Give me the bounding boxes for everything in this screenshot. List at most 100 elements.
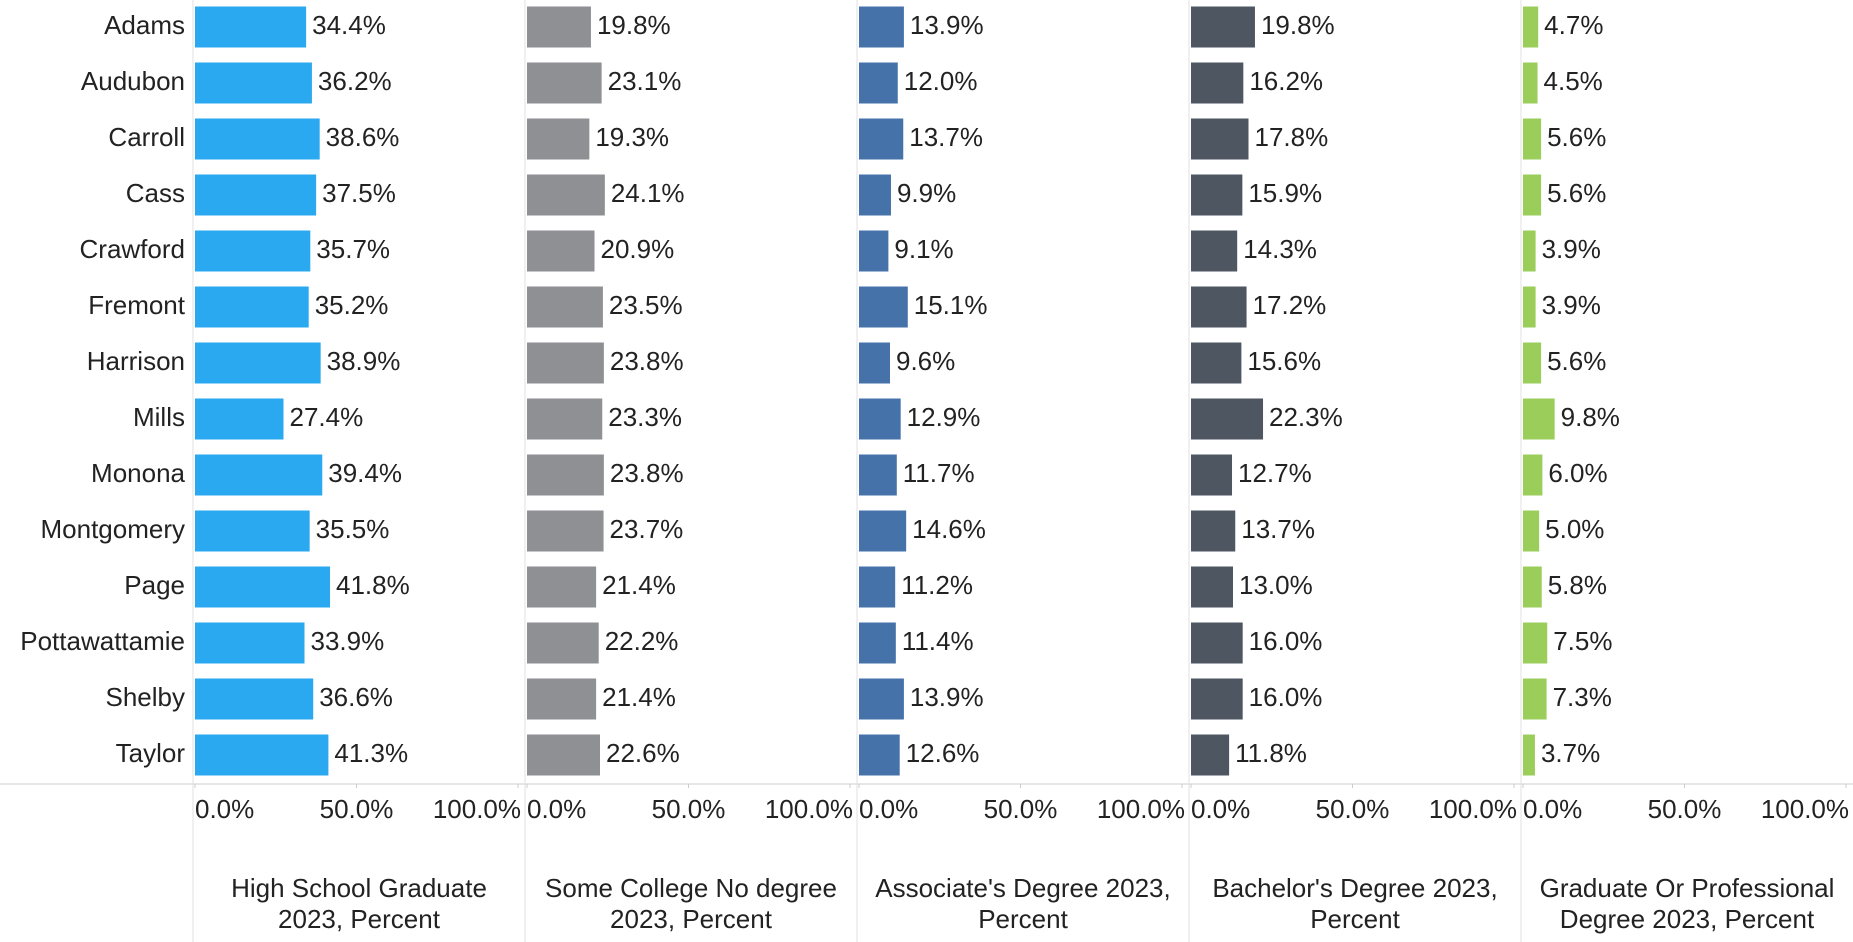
bar <box>1191 174 1243 216</box>
value-label: 11.8% <box>1235 738 1307 768</box>
value-label: 13.9% <box>910 682 984 712</box>
value-label: 5.0% <box>1545 514 1604 544</box>
value-label: 5.6% <box>1547 122 1606 152</box>
value-label: 33.9% <box>310 626 384 656</box>
bar <box>1191 622 1243 664</box>
bar <box>527 622 599 664</box>
x-tick-label: 50.0% <box>1316 794 1390 824</box>
x-tick-label: 100.0% <box>1761 794 1849 824</box>
value-label: 35.2% <box>315 290 389 320</box>
bar <box>1523 734 1535 776</box>
value-label: 38.9% <box>327 346 401 376</box>
bar <box>527 398 603 440</box>
bar <box>1523 286 1536 328</box>
value-label: 15.6% <box>1247 346 1321 376</box>
value-label: 22.6% <box>606 738 680 768</box>
bar <box>195 118 320 160</box>
value-label: 20.9% <box>601 234 675 264</box>
bar <box>1191 678 1243 720</box>
bar <box>195 342 321 384</box>
x-tick-label: 0.0% <box>1191 794 1250 824</box>
x-tick-label: 100.0% <box>1429 794 1517 824</box>
value-label: 7.5% <box>1553 626 1612 656</box>
value-label: 23.5% <box>609 290 683 320</box>
bar <box>1523 510 1540 552</box>
bar <box>195 174 317 216</box>
value-label: 12.7% <box>1238 458 1312 488</box>
value-label: 41.8% <box>336 570 410 600</box>
bar <box>195 678 314 720</box>
value-label: 13.9% <box>910 10 984 40</box>
bar <box>527 454 604 496</box>
bar <box>1523 454 1543 496</box>
value-label: 22.2% <box>605 626 679 656</box>
value-label: 9.1% <box>894 234 953 264</box>
value-label: 16.2% <box>1249 66 1323 96</box>
bar <box>527 230 595 272</box>
value-label: 23.3% <box>608 402 682 432</box>
bar <box>195 622 305 664</box>
bar <box>1523 678 1547 720</box>
value-label: 5.6% <box>1547 346 1606 376</box>
value-label: 13.7% <box>1241 514 1315 544</box>
x-tick-label: 50.0% <box>652 794 726 824</box>
bar <box>1191 734 1230 776</box>
value-label: 19.3% <box>595 122 669 152</box>
value-label: 11.4% <box>902 626 974 656</box>
category-label: Crawford <box>80 234 185 264</box>
value-label: 9.6% <box>896 346 955 376</box>
category-label: Harrison <box>87 346 185 376</box>
value-label: 21.4% <box>602 682 676 712</box>
bar <box>859 174 891 216</box>
x-tick-label: 0.0% <box>1523 794 1582 824</box>
category-label: Monona <box>91 458 185 488</box>
category-label: Page <box>124 570 185 600</box>
category-label: Audubon <box>81 66 185 96</box>
category-label: Pottawattamie <box>20 626 185 656</box>
category-label: Cass <box>126 178 185 208</box>
value-label: 3.9% <box>1542 290 1601 320</box>
bar <box>859 62 898 104</box>
value-label: 5.6% <box>1547 178 1606 208</box>
bar <box>195 6 307 48</box>
value-label: 23.1% <box>608 66 682 96</box>
bar <box>527 286 603 328</box>
value-label: 35.5% <box>316 514 390 544</box>
value-label: 21.4% <box>602 570 676 600</box>
bar <box>195 510 310 552</box>
bar <box>1191 286 1247 328</box>
bar <box>527 342 604 384</box>
bar <box>1523 6 1539 48</box>
bar <box>859 622 896 664</box>
value-label: 9.8% <box>1561 402 1620 432</box>
bar <box>859 734 900 776</box>
x-tick-label: 50.0% <box>984 794 1058 824</box>
bar <box>527 6 591 48</box>
bar <box>527 678 597 720</box>
bar <box>1523 174 1542 216</box>
value-label: 7.3% <box>1553 682 1612 712</box>
value-label: 11.7% <box>903 458 975 488</box>
x-tick-label: 0.0% <box>859 794 918 824</box>
value-label: 23.8% <box>610 346 684 376</box>
value-label: 3.9% <box>1542 234 1601 264</box>
column-header: Bachelor's Degree 2023, Percent <box>1212 873 1498 934</box>
value-label: 23.7% <box>610 514 684 544</box>
value-label: 16.0% <box>1249 682 1323 712</box>
value-label: 27.4% <box>290 402 364 432</box>
bar <box>1523 622 1548 664</box>
bar <box>527 174 605 216</box>
value-label: 14.3% <box>1243 234 1317 264</box>
bar <box>1191 342 1242 384</box>
value-label: 11.2% <box>901 570 973 600</box>
bar <box>1191 454 1233 496</box>
value-label: 34.4% <box>312 10 386 40</box>
value-label: 9.9% <box>897 178 956 208</box>
bar <box>859 510 907 552</box>
value-label: 37.5% <box>322 178 396 208</box>
bar <box>1191 62 1244 104</box>
bar <box>1191 118 1249 160</box>
category-label: Mills <box>133 402 185 432</box>
value-label: 12.0% <box>904 66 978 96</box>
